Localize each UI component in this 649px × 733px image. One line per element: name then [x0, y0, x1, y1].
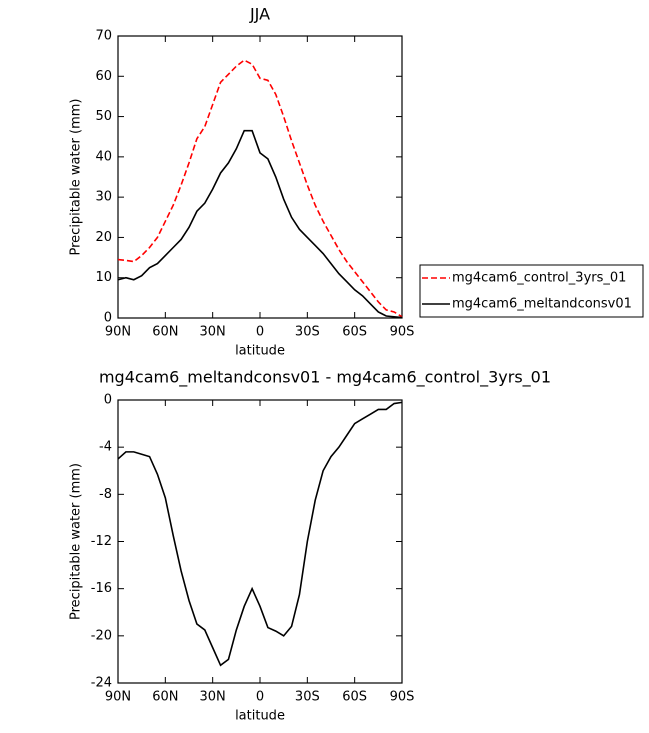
y-tick-label: 50 [95, 109, 112, 124]
legend-label: mg4cam6_control_3yrs_01 [452, 271, 626, 286]
chart-title: mg4cam6_meltandconsv01 - mg4cam6_control… [99, 368, 551, 388]
y-tick-label: -16 [91, 581, 112, 596]
x-axis-label: latitude [235, 344, 285, 359]
x-tick-label: 60S [342, 325, 367, 340]
legend-box [419, 264, 644, 318]
y-tick-label: 20 [95, 230, 112, 245]
series-line [117, 401, 403, 667]
y-tick-label: -8 [99, 487, 112, 502]
x-tick-label: 90N [105, 325, 131, 340]
y-tick-label: 70 [95, 29, 112, 44]
series-line [117, 59, 403, 318]
y-tick-label: -4 [99, 440, 112, 455]
series-line [117, 129, 403, 319]
y-tick-label: 0 [104, 311, 112, 326]
y-tick-label: -24 [91, 676, 112, 691]
y-tick-label: 0 [104, 393, 112, 408]
x-tick-label: 0 [256, 690, 264, 705]
x-tick-label: 30N [200, 325, 226, 340]
y-tick-label: 40 [95, 149, 112, 164]
x-tick-label: 60S [342, 690, 367, 705]
x-tick-label: 90S [390, 690, 415, 705]
x-tick-label: 30S [295, 325, 320, 340]
x-tick-label: 90S [390, 325, 415, 340]
chart-title: JJA [249, 5, 270, 24]
x-tick-label: 30S [295, 690, 320, 705]
x-tick-label: 0 [256, 325, 264, 340]
legend-label: mg4cam6_meltandconsv01 [452, 297, 632, 312]
x-axis-label: latitude [235, 709, 285, 724]
x-tick-label: 60N [152, 690, 178, 705]
y-tick-label: -20 [91, 628, 112, 643]
y-tick-label: -12 [91, 534, 112, 549]
y-axis-label: Precipitable water (mm) [69, 463, 84, 620]
y-tick-label: 10 [95, 270, 112, 285]
y-axis-label: Precipitable water (mm) [69, 99, 84, 256]
x-tick-label: 90N [105, 690, 131, 705]
x-tick-label: 60N [152, 325, 178, 340]
plot-frame [117, 399, 403, 684]
x-tick-label: 30N [200, 690, 226, 705]
y-tick-label: 60 [95, 69, 112, 84]
y-tick-label: 30 [95, 190, 112, 205]
